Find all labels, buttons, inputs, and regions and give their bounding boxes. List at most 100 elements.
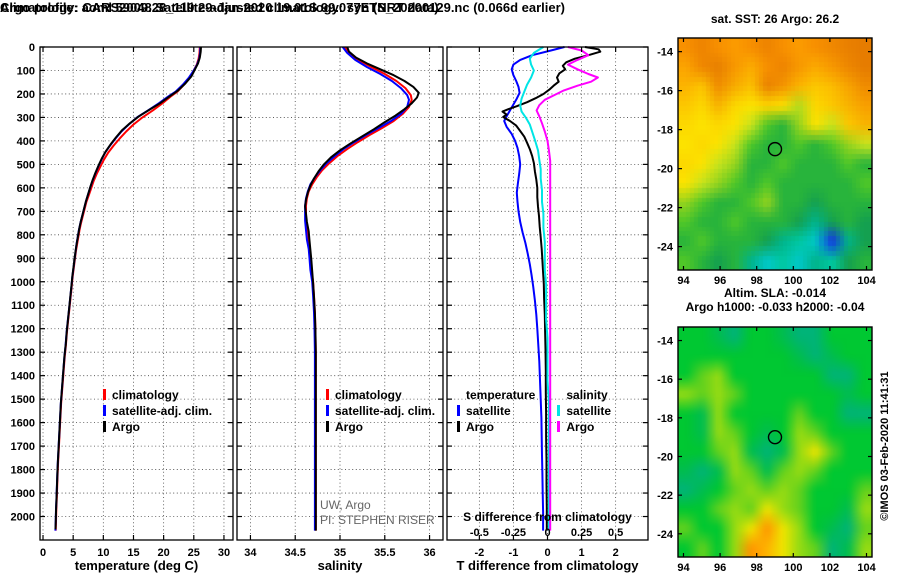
- legend-line-marker-icon: [557, 421, 561, 432]
- secondary-tick-label: 0: [544, 527, 550, 539]
- depth-tick-label: 200: [17, 89, 35, 101]
- lon-tick-label: 104: [857, 275, 876, 287]
- lat-tick-label: -16: [657, 374, 673, 386]
- legend-entry: Argo: [557, 419, 611, 435]
- lon-tick-label: 100: [784, 562, 802, 574]
- lat-tick-label: -18: [657, 125, 673, 137]
- plot-frame: [39, 46, 234, 541]
- legend-line-marker-icon: [103, 405, 106, 416]
- x-tick-label: 20: [158, 547, 170, 559]
- legend-entry: satellite-adj. clim.: [326, 403, 435, 419]
- depth-tick-label: 1600: [11, 418, 35, 430]
- lat-tick-label: -16: [657, 86, 673, 98]
- depth-tick-label: 2000: [11, 512, 35, 524]
- legend-line-marker-icon: [103, 421, 106, 432]
- sla-map-title-line1: Altim. SLA: -0.014: [723, 286, 827, 300]
- legend-column-header: temperature: [466, 388, 536, 402]
- lat-tick-label: -22: [657, 203, 673, 215]
- x-tick-label: 35: [334, 547, 346, 559]
- sla-map-axes: 94 96 98 100 102 104 -14 -16 -18 -20 -22 -24: [657, 326, 877, 574]
- sla-map-image: [678, 327, 872, 557]
- map-frame: [677, 326, 873, 558]
- depth-tick-label: 1000: [11, 277, 35, 289]
- secondary-tick-label: 0.25: [571, 527, 592, 539]
- legend-entry-label: climatology: [335, 388, 402, 402]
- x-tick-label: -1: [509, 547, 519, 559]
- pi-label: PI: STEPHEN RISER: [320, 513, 435, 527]
- legend-entry: satellite: [457, 403, 535, 419]
- depth-tick-label: 0: [29, 42, 35, 54]
- legend-entry-label: climatology: [112, 388, 179, 402]
- lon-tick-label: 98: [751, 275, 763, 287]
- series-s-satellite: [519, 46, 550, 531]
- x-tick-label: 34: [244, 547, 257, 559]
- temperature-legend: climatology satellite-adj. clim. Argo: [103, 387, 212, 435]
- depth-tick-label: 600: [17, 183, 35, 195]
- plot-salinity: 34 34.5 35 35.5 36 salinity: [236, 46, 444, 573]
- x-axis-label: temperature (deg C): [75, 558, 199, 573]
- legend-line-marker-icon: [457, 421, 460, 432]
- x-tick-label: 25: [188, 547, 200, 559]
- x-tick-label: 35.5: [374, 547, 395, 559]
- legend-line-marker-icon: [457, 405, 460, 416]
- legend-column: temperature satellite Argo: [457, 387, 535, 435]
- lat-tick-label: -20: [657, 451, 673, 463]
- depth-tick-label: 900: [17, 253, 35, 265]
- x-tick-label: 5: [70, 547, 76, 559]
- lon-tick-label: 102: [821, 275, 839, 287]
- legend-entry: climatology: [326, 387, 435, 403]
- lat-tick-label: -24: [657, 529, 674, 541]
- series-argo: [54, 46, 202, 530]
- legend-entry: satellite: [557, 403, 611, 419]
- legend-entry-label: satellite: [466, 404, 511, 418]
- lon-tick-label: 96: [714, 562, 726, 574]
- sst-map-title: sat. SST: 26 Argo: 26.2: [710, 12, 840, 26]
- secondary-tick-label: -0.5: [470, 527, 489, 539]
- depth-tick-label: 400: [17, 136, 35, 148]
- secondary-axis-title: S difference from climatology: [463, 510, 632, 524]
- depth-tick-label: 800: [17, 230, 35, 242]
- legend-entry-label: satellite-adj. clim.: [112, 404, 213, 418]
- legend-entry: Argo: [457, 419, 535, 435]
- legend-entry-label: satellite: [566, 404, 612, 418]
- x-tick-label: 30: [218, 547, 230, 559]
- depth-tick-label: 1400: [11, 371, 35, 383]
- lat-tick-label: -24: [657, 242, 674, 254]
- pi-annotation: UW, Argo PI: STEPHEN RISER: [320, 498, 435, 528]
- legend-entry: climatology: [103, 387, 212, 403]
- lon-tick-label: 104: [857, 562, 876, 574]
- depth-tick-label: 1300: [11, 347, 35, 359]
- legend-line-marker-icon: [326, 405, 329, 416]
- plot-t-difference: -2 -1 0 1 2T difference from climatology S di…: [446, 46, 649, 573]
- legend-column-header: salinity: [566, 388, 608, 402]
- float-position-marker: [767, 141, 783, 157]
- legend-entry: Argo: [103, 419, 212, 435]
- lat-tick-label: -14: [657, 336, 674, 348]
- legend-entry-label: Argo: [335, 420, 363, 434]
- depth-tick-label: 1500: [11, 394, 35, 406]
- depth-tick-label: 500: [17, 159, 35, 171]
- legend-line-marker-icon: [103, 389, 106, 400]
- lat-tick-label: -20: [657, 164, 673, 176]
- float-position-marker: [767, 429, 783, 445]
- lat-tick-label: -18: [657, 413, 673, 425]
- lon-tick-label: 94: [677, 275, 690, 287]
- series-argo: [304, 46, 420, 531]
- depth-tick-label: 300: [17, 112, 35, 124]
- sst-map-image: [678, 38, 872, 270]
- x-axis-label: salinity: [318, 558, 364, 573]
- lon-tick-label: 98: [751, 562, 763, 574]
- lon-tick-label: 94: [677, 562, 690, 574]
- difference-legend: temperature satellite Argo salinity satellit…: [457, 387, 611, 435]
- page-subtitle: Climatology: CARS2009. Satellite-adjuste…: [0, 0, 565, 15]
- depth-tick-label: 1800: [11, 465, 35, 477]
- x-tick-label: 2: [613, 547, 619, 559]
- x-tick-label: 15: [127, 547, 139, 559]
- series-s-argo: [535, 46, 599, 531]
- legend-entry-label: Argo: [112, 420, 140, 434]
- institution-label: UW, Argo: [320, 498, 371, 512]
- legend-entry: satellite-adj. clim.: [103, 403, 212, 419]
- x-tick-label: 0: [544, 547, 550, 559]
- legend-entry: Argo: [326, 419, 435, 435]
